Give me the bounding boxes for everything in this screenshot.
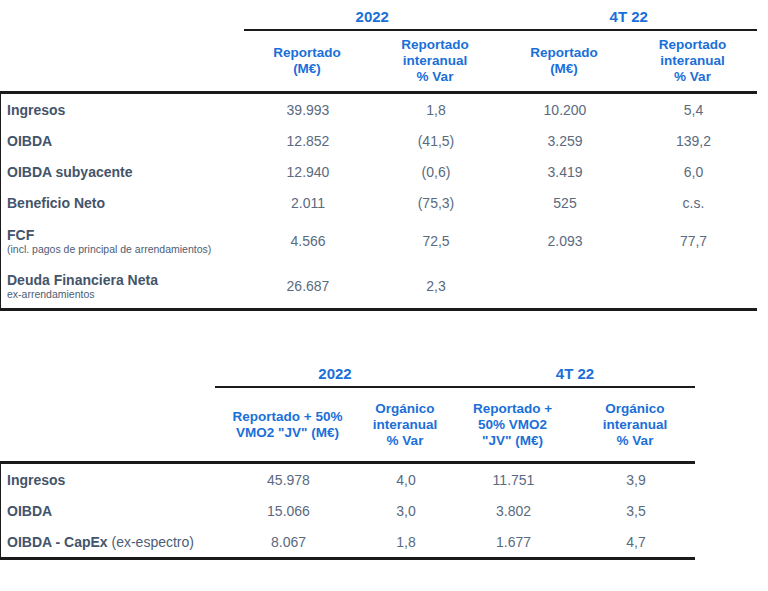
year-header-4t22: 4T 22	[455, 361, 695, 382]
cell-value: 8.067	[216, 534, 361, 550]
cell-value: 12.852	[245, 133, 371, 149]
cell-value: 3,0	[361, 503, 451, 519]
year-header-2022: 2022	[215, 361, 455, 382]
cell-value: 525	[501, 195, 629, 211]
row-label-suffix: (ex-espectro)	[108, 534, 194, 550]
row-label: OIBDA - CapEx	[7, 534, 108, 550]
table-row: Ingresos 39.993 1,8 10.200 5,4	[1, 94, 757, 125]
cell-value: 12.940	[245, 164, 371, 180]
column-header-jv-2022: Reportado + 50% VMO2 "JV" (M€)	[215, 403, 360, 447]
cell-value: c.s.	[629, 195, 758, 211]
cell-value: 4,0	[361, 472, 451, 488]
column-header-jv-4t22: Reportado + 50% VMO2 "JV" (M€)	[450, 395, 575, 455]
cell-value: 1.677	[451, 534, 576, 550]
year-header-groups: 2022 4T 22	[215, 361, 695, 388]
cell-value: 11.751	[451, 472, 576, 488]
cell-value: 4.566	[245, 233, 371, 249]
cell-value: (75,3)	[371, 195, 501, 211]
cell-value: 3.802	[451, 503, 576, 519]
cell-value: 139,2	[629, 133, 758, 149]
cell-value: 2,3	[371, 278, 501, 294]
column-header-reportado-4t22: Reportado (M€)	[500, 39, 628, 83]
cell-value: 77,7	[629, 233, 758, 249]
column-header-organico-4t22: Orgánico interanual % Var	[575, 395, 695, 455]
row-label: OIBDA subyacente	[7, 164, 245, 180]
cell-value: 3.259	[501, 133, 629, 149]
row-label: OIBDA	[7, 133, 245, 149]
row-label: Ingresos	[7, 472, 65, 488]
jv-organic-results-table: 2022 4T 22 Reportado + 50% VMO2 "JV" (M€…	[0, 361, 695, 560]
cell-value: 2.011	[245, 195, 371, 211]
table-row: OIBDA subyacente 12.940 (0,6) 3.419 6,0	[1, 156, 757, 187]
column-header-organico-2022: Orgánico interanual % Var	[360, 395, 450, 455]
row-label: Deuda Financiera Neta	[7, 272, 245, 288]
row-label: OIBDA	[7, 503, 52, 519]
cell-value: 3.419	[501, 164, 629, 180]
row-label: Beneficio Neto	[7, 195, 245, 211]
year-header-groups: 2022 4T 22	[244, 4, 757, 31]
row-label: FCF	[7, 227, 245, 243]
row-label: Ingresos	[7, 102, 245, 118]
cell-value: 3,5	[576, 503, 696, 519]
year-header-spacer	[0, 361, 215, 388]
cell-value: 1,8	[361, 534, 451, 550]
cell-value: 45.978	[216, 472, 361, 488]
table-row: FCF (incl. pagos de principal de arrenda…	[1, 218, 757, 263]
year-header-4t22: 4T 22	[501, 4, 758, 25]
table-row: Ingresos 45.978 4,0 11.751 3,9	[1, 464, 695, 495]
year-header-2022: 2022	[244, 4, 501, 25]
column-header-row: Reportado + 50% VMO2 "JV" (M€) Orgánico …	[0, 388, 695, 464]
year-header-row: 2022 4T 22	[0, 361, 695, 388]
year-header-row: 2022 4T 22	[0, 4, 757, 31]
financial-results-page: 2022 4T 22 Reportado (M€) Reportado inte…	[0, 0, 768, 591]
cell-value: 2.093	[501, 233, 629, 249]
table-body: Ingresos 39.993 1,8 10.200 5,4 OIBDA 12.…	[0, 94, 757, 311]
cell-value: 4,7	[576, 534, 696, 550]
table-row: OIBDA - CapEx (ex-espectro) 8.067 1,8 1.…	[1, 526, 695, 557]
cell-value: 6,0	[629, 164, 758, 180]
cell-value: 15.066	[216, 503, 361, 519]
cell-value: 5,4	[629, 102, 758, 118]
table-row: Beneficio Neto 2.011 (75,3) 525 c.s.	[1, 187, 757, 218]
cell-value: 26.687	[245, 278, 371, 294]
table-row: Deuda Financiera Neta ex-arrendamientos …	[1, 263, 757, 308]
column-header-var-4t22: Reportado interanual % Var	[628, 31, 757, 91]
table-row: OIBDA 15.066 3,0 3.802 3,5	[1, 495, 695, 526]
column-header-reportado-2022: Reportado (M€)	[244, 39, 370, 83]
table-body: Ingresos 45.978 4,0 11.751 3,9 OIBDA 15.…	[0, 464, 695, 560]
reported-results-table: 2022 4T 22 Reportado (M€) Reportado inte…	[0, 4, 757, 311]
cell-value: 3,9	[576, 472, 696, 488]
row-sublabel: (incl. pagos de principal de arrendamien…	[7, 243, 245, 255]
cell-value: 10.200	[501, 102, 629, 118]
row-sublabel: ex-arrendamientos	[7, 288, 245, 300]
column-header-var-2022: Reportado interanual % Var	[370, 31, 500, 91]
cell-value: 72,5	[371, 233, 501, 249]
column-header-row: Reportado (M€) Reportado interanual % Va…	[0, 31, 757, 94]
cell-value: 39.993	[245, 102, 371, 118]
cell-value: (41,5)	[371, 133, 501, 149]
table-row: OIBDA 12.852 (41,5) 3.259 139,2	[1, 125, 757, 156]
cell-value: 1,8	[371, 102, 501, 118]
year-header-spacer	[0, 4, 244, 31]
cell-value: (0,6)	[371, 164, 501, 180]
